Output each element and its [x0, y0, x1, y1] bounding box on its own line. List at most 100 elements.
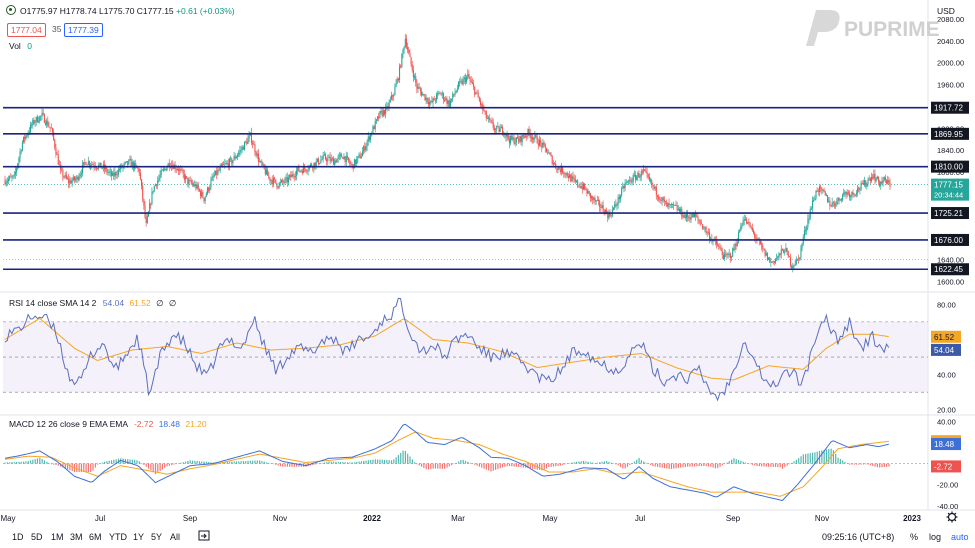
- time-axis-label-5: Mar: [451, 514, 465, 523]
- macd-hist-bar: [656, 463, 659, 467]
- macd-hist-bar: [147, 463, 150, 469]
- candle-body: [737, 232, 740, 243]
- macd-hist-bar: [101, 462, 103, 464]
- macd-hist-bar: [682, 463, 684, 468]
- candle-body: [754, 232, 756, 238]
- candle-body: [787, 251, 789, 257]
- candle-body: [857, 187, 859, 193]
- macd-hist-bar: [617, 463, 619, 466]
- candle-body: [107, 172, 109, 173]
- range-1d[interactable]: 1D: [12, 532, 24, 542]
- candle-body: [506, 134, 508, 137]
- level-label-bg-1: [931, 127, 969, 140]
- macd-hist-bar: [425, 463, 427, 470]
- macd-hist-bar: [742, 461, 744, 464]
- candle-body: [346, 156, 349, 158]
- macd-hist-bar: [573, 462, 575, 464]
- candle-body: [62, 170, 64, 177]
- macd-hist-bar: [50, 463, 52, 465]
- range-1y[interactable]: 1Y: [133, 532, 145, 542]
- puprime-logo: PUPRIME: [800, 6, 940, 48]
- macd-hist-bar: [724, 463, 726, 465]
- bid-price-box[interactable]: 1777.04: [7, 23, 46, 37]
- macd-hist-bar: [175, 463, 177, 465]
- candle-body: [403, 47, 405, 50]
- candle-body: [579, 186, 581, 188]
- price-tick-label-1: 2040.00: [937, 37, 964, 46]
- candle-body: [302, 166, 305, 174]
- macd-hist-bar: [411, 459, 413, 464]
- candle-body: [629, 179, 631, 181]
- candle-body: [633, 174, 635, 176]
- auto-toggle[interactable]: auto: [951, 532, 969, 542]
- range-6m[interactable]: 6M: [89, 532, 102, 542]
- candle-body: [167, 163, 169, 168]
- percent-toggle[interactable]: %: [910, 532, 919, 542]
- candle-body: [144, 205, 146, 217]
- candle-body: [373, 126, 375, 130]
- range-5d[interactable]: 5D: [31, 532, 43, 542]
- candle-body: [718, 246, 720, 248]
- candle-body: [441, 93, 443, 95]
- candle-body: [145, 216, 147, 223]
- candle-body: [318, 158, 320, 164]
- currency-label[interactable]: USD: [937, 6, 955, 16]
- candle-body: [197, 184, 199, 190]
- macd-hist-bar: [189, 460, 191, 464]
- candle-body: [336, 158, 338, 163]
- visibility-eye-icon[interactable]: [6, 5, 16, 15]
- macd-hist-bar: [721, 463, 723, 466]
- candle-body: [217, 170, 219, 175]
- clock-time[interactable]: 09:25:16 (UTC+8): [822, 532, 895, 542]
- settings-gear-icon[interactable]: [946, 511, 958, 523]
- candle-body: [529, 133, 531, 138]
- macd-hist-bar: [71, 463, 73, 472]
- macd-hist-bar: [481, 463, 483, 468]
- candle-body: [648, 177, 650, 181]
- macd-hist-bar: [807, 453, 809, 464]
- candle-body: [108, 171, 110, 173]
- macd-hist-bar: [564, 463, 566, 465]
- candle-body: [572, 176, 574, 178]
- candle-body: [23, 136, 25, 142]
- candle-body: [453, 93, 455, 95]
- candle-body: [283, 182, 285, 183]
- candle-body: [525, 135, 527, 138]
- macd-hist-bar: [208, 462, 210, 464]
- candle-body: [831, 202, 833, 207]
- candle-body: [146, 216, 148, 223]
- macd-hist-bar: [633, 461, 636, 464]
- macd-tick-label-3: -40.00: [937, 502, 958, 511]
- range-3m[interactable]: 3M: [70, 532, 83, 542]
- macd-hist-bar: [527, 463, 529, 469]
- macd-hist-bar: [164, 463, 166, 468]
- price-tick-label-0: 2080.00: [937, 15, 964, 24]
- macd-hist-bar: [513, 463, 515, 467]
- candle-body: [720, 248, 722, 251]
- goto-date-icon[interactable]: [198, 529, 210, 543]
- macd-hist-bar: [99, 463, 101, 465]
- macd-hist-bar: [187, 460, 189, 464]
- range-all[interactable]: All: [170, 532, 181, 542]
- candle-body: [372, 126, 374, 134]
- macd-hist-bar: [788, 463, 791, 465]
- macd-hist-bar: [860, 463, 862, 465]
- range-1m[interactable]: 1M: [51, 532, 64, 542]
- log-toggle[interactable]: log: [929, 532, 942, 542]
- candle-body: [865, 180, 867, 187]
- range-ytd[interactable]: YTD: [109, 532, 127, 542]
- candle-body: [285, 177, 287, 179]
- candle-body: [287, 177, 290, 183]
- macd-hist-bar: [610, 462, 612, 464]
- candle-body: [184, 176, 187, 180]
- candle-body: [715, 240, 718, 245]
- candle-body: [554, 163, 556, 165]
- macd-hist-bar: [416, 463, 418, 465]
- range-5y[interactable]: 5Y: [151, 532, 163, 542]
- candle-body: [616, 204, 618, 206]
- candle-body: [618, 196, 620, 200]
- candle-body: [357, 156, 359, 160]
- candle-body: [338, 155, 340, 157]
- ask-price-box[interactable]: 1777.39: [64, 23, 103, 37]
